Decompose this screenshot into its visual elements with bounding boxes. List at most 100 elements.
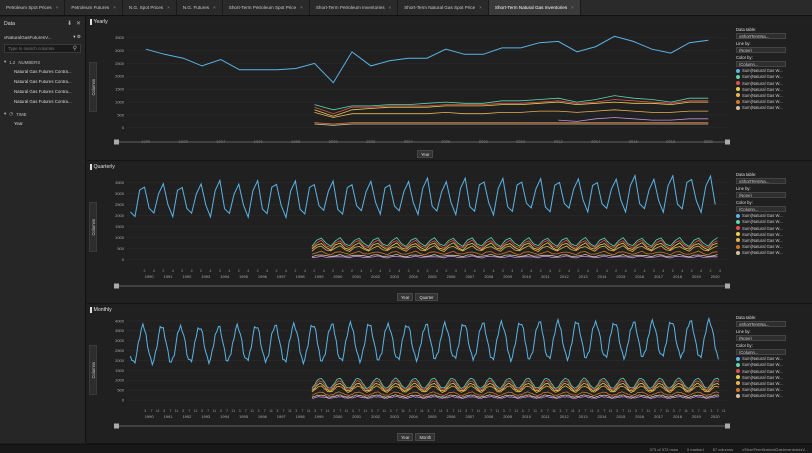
tab-petroleum-spot-prices[interactable]: Petroleum Spot Prices ×	[0, 0, 66, 15]
legend-item[interactable]: Sum(Natural Gas W...	[736, 244, 810, 249]
tab-petroleum-futures[interactable]: Petroleum Futures ×	[65, 0, 123, 15]
x-subtick-label: 3	[710, 409, 712, 413]
x-subtick-label: 3	[635, 409, 637, 413]
column-item[interactable]: Natural Gas Futures Contra...	[14, 78, 72, 84]
legend-item[interactable]: Sum(Natural Gas W...	[736, 375, 810, 380]
column-group-time[interactable]: ▾ ◷ TIME	[0, 107, 85, 119]
y-tick-label: 1000	[115, 99, 125, 104]
close-icon[interactable]: ✕	[75, 21, 81, 27]
x-axis-chip[interactable]: Quarter	[415, 293, 438, 301]
legend-swatch	[736, 250, 740, 255]
y-tick-label: 3000	[115, 191, 125, 196]
legend-item[interactable]: Sum(Natural Gas W...	[736, 232, 810, 237]
legend-item[interactable]: Sum(Natural Gas W...	[736, 105, 810, 110]
search-input[interactable]: Type to search columns ⚲	[4, 44, 81, 53]
close-icon[interactable]: ×	[113, 5, 116, 10]
line-chart[interactable]: 0 500 1000 1500 2000 2500 3000 3500 4000 1990 1991…	[87, 305, 732, 444]
series-line	[311, 395, 720, 400]
y-tick-label: 0	[122, 257, 125, 262]
legend-item[interactable]: Sum(Natural Gas W...	[736, 219, 810, 224]
close-icon[interactable]: ×	[479, 5, 482, 10]
x-axis-chip[interactable]: Month	[415, 433, 436, 441]
tab-ng-futures[interactable]: N.G. Futures ×	[177, 0, 223, 15]
x-axis-chip[interactable]: Year	[397, 433, 414, 441]
legend-item[interactable]: Sum(Natural Gas W...	[736, 250, 810, 255]
line-by-dropdown[interactable]: (None)	[736, 47, 786, 53]
legend-item[interactable]: Sum(Natural Gas W...	[736, 93, 810, 98]
close-icon[interactable]: ×	[167, 5, 170, 10]
data-table-dropdown[interactable]: vShortTermNa...	[736, 33, 786, 39]
legend-item[interactable]: Sum(Natural Gas W...	[736, 356, 810, 361]
tab-short-term-petroleum-inventories[interactable]: Short-Term Petroleum Inventories ×	[310, 0, 399, 15]
tab-short-term-natural-gas-spot-price[interactable]: Short-Term Natural Gas Spot Price ×	[398, 0, 489, 15]
series-line	[311, 380, 720, 391]
data-table-select[interactable]: vNaturalGasFuturesV... ▾ ⚙	[4, 32, 81, 42]
y-axis-selector[interactable]: Columns	[89, 202, 97, 252]
legend-swatch	[736, 68, 740, 73]
legend-item[interactable]: Sum(Natural Gas W...	[736, 362, 810, 367]
column-item[interactable]: Natural Gas Futures Contra...	[14, 68, 72, 74]
tab-ng-spot-prices[interactable]: N.G. Spot Prices ×	[123, 0, 177, 15]
close-icon[interactable]: ×	[213, 5, 216, 10]
legend-item-label: Sum(Natural Gas W...	[742, 387, 783, 393]
x-subtick-label: 2	[426, 269, 428, 273]
line-by-dropdown[interactable]: (None)	[736, 192, 786, 198]
y-axis-selector[interactable]: Columns	[89, 345, 97, 395]
range-slider-handle	[725, 283, 730, 289]
legend-item[interactable]: Sum(Natural Gas W...	[736, 393, 810, 398]
x-tick-label: 2002	[371, 274, 381, 279]
close-icon[interactable]: ×	[571, 5, 574, 10]
pin-icon[interactable]: ⬇	[66, 21, 72, 27]
column-item[interactable]: Year	[14, 120, 23, 126]
color-by-dropdown[interactable]: (Column...	[736, 61, 786, 67]
line-by-dropdown[interactable]: (None)	[736, 335, 786, 341]
line-chart[interactable]: 0500100015002000250030003500199019921994…	[87, 17, 732, 161]
legend-item[interactable]: Sum(Natural Gas W...	[736, 74, 810, 79]
legend-item[interactable]: Sum(Natural Gas W...	[736, 238, 810, 243]
close-icon[interactable]: ×	[388, 5, 392, 10]
x-subtick-label: 7	[566, 409, 568, 413]
panel-title: Yearly	[90, 19, 108, 25]
close-icon[interactable]: ×	[55, 5, 59, 10]
legend-item[interactable]: Sum(Natural Gas W...	[736, 81, 810, 86]
x-tick-label: 1994	[220, 414, 230, 419]
close-icon[interactable]: ×	[300, 5, 303, 10]
x-tick-label: 2009	[503, 274, 513, 279]
x-subtick-label: 11	[458, 409, 462, 413]
x-subtick-label: 11	[571, 409, 575, 413]
legend-item[interactable]: Sum(Natural Gas W...	[736, 87, 810, 92]
legend-item-label: Sum(Natural Gas W...	[742, 380, 783, 386]
x-axis-chip[interactable]: Year	[417, 150, 434, 158]
legend-swatch	[736, 87, 740, 92]
x-tick-label: 2019	[692, 414, 702, 419]
line-chart[interactable]: 0 500 1000 1500 2000 2500 3000 3500 1990 1991 1992…	[87, 162, 732, 304]
x-subtick-label: 7	[603, 409, 605, 413]
legend-item[interactable]: Sum(Natural Gas W...	[736, 387, 810, 392]
tab-short-term-natural-gas-inventories[interactable]: Short-Term Natural Gas Inventories ×	[488, 0, 581, 15]
x-subtick-label: 3	[258, 409, 260, 413]
color-by-dropdown[interactable]: (Column...	[736, 349, 786, 355]
x-tick-label: 2006	[447, 414, 457, 419]
tab-short-term-petroleum-spot-price[interactable]: Short-Term Petroleum Spot Price ×	[223, 0, 310, 15]
column-group-numbers[interactable]: ▾ 1.2 NUMBERS	[0, 55, 85, 67]
legend-item[interactable]: Sum(Natural Gas W...	[736, 226, 810, 231]
data-table-dropdown[interactable]: vShortTermNa...	[736, 321, 786, 327]
column-item[interactable]: Natural Gas Futures Contra...	[14, 88, 72, 94]
legend-item[interactable]: Sum(Natural Gas W...	[736, 381, 810, 386]
legend-item[interactable]: Sum(Natural Gas W...	[736, 68, 810, 73]
data-table-dropdown[interactable]: vShortTermNa...	[736, 178, 786, 184]
column-item[interactable]: Natural Gas Futures Contra...	[14, 98, 72, 104]
x-subtick-label: 4	[304, 269, 306, 273]
x-subtick-label: 11	[250, 409, 254, 413]
x-tick-label: 2001	[352, 274, 362, 279]
legend-item[interactable]: Sum(Natural Gas W...	[736, 369, 810, 374]
x-subtick-label: 2	[294, 269, 296, 273]
legend-item[interactable]: Sum(Natural Gas W...	[736, 99, 810, 104]
status-table[interactable]: vShortTermNaturalGasInventoriesV...	[742, 446, 808, 452]
x-tick-label: 2014	[598, 414, 608, 419]
color-by-dropdown[interactable]: (Column...	[736, 206, 786, 212]
x-axis-chip[interactable]: Year	[397, 293, 414, 301]
x-axis-selector: Year Month	[397, 433, 436, 441]
y-axis-selector[interactable]: Columns	[89, 62, 97, 112]
legend-item[interactable]: Sum(Natural Gas W...	[736, 213, 810, 218]
